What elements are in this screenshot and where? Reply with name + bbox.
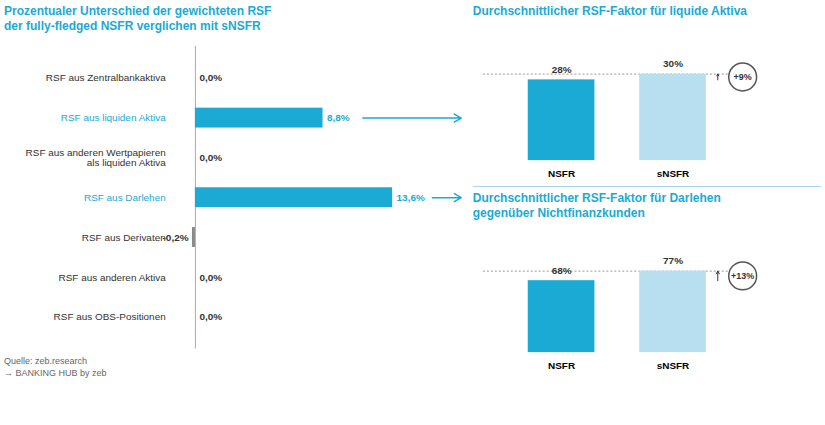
html-text:Durchschnittlicher RSF-Faktor: Durchschnittlicher RSF-Faktor für Darleh… bbox=[472, 191, 721, 221]
svg-text:sNSFR: sNSFR bbox=[656, 360, 689, 371]
html-text:Prozentualer Unterschied der g: Prozentualer Unterschied der gewichteten… bbox=[4, 4, 272, 33]
svg-text:NSFR: NSFR bbox=[548, 360, 575, 371]
svg-text:NSFR: NSFR bbox=[548, 168, 575, 179]
svg-text:8,8%: 8,8% bbox=[327, 112, 350, 123]
svg-text:RSF aus anderen Wertpapierenal: RSF aus anderen Wertpapierenals liquiden… bbox=[26, 147, 167, 168]
svg-text:RSF aus Zentralbankaktiva: RSF aus Zentralbankaktiva bbox=[46, 72, 166, 83]
svg-text:30%: 30% bbox=[663, 58, 683, 69]
svg-text:RSF aus OBS-Positionen: RSF aus OBS-Positionen bbox=[54, 311, 166, 322]
svg-text:RSF aus liquiden Aktiva: RSF aus liquiden Aktiva bbox=[61, 112, 166, 123]
svg-text:28%: 28% bbox=[551, 64, 571, 75]
svg-text:RSF aus Derivaten: RSF aus Derivaten bbox=[82, 232, 166, 243]
svg-text:sNSFR: sNSFR bbox=[656, 168, 689, 179]
svg-text:0,0%: 0,0% bbox=[199, 152, 222, 163]
html-text:Quelle: zeb.research → BANKING: Quelle: zeb.research → BANKING HUB by ze… bbox=[4, 356, 107, 379]
svg-text:RSF aus anderen Aktiva: RSF aus anderen Aktiva bbox=[59, 271, 167, 282]
svg-text:0,0%: 0,0% bbox=[199, 271, 222, 282]
svg-text:77%: 77% bbox=[663, 255, 683, 266]
svg-text:RSF aus Darlehen: RSF aus Darlehen bbox=[84, 192, 166, 203]
svg-text:0,0%: 0,0% bbox=[199, 72, 222, 83]
svg-text:-0,2%: -0,2% bbox=[163, 232, 189, 243]
svg-text:+13%: +13% bbox=[731, 271, 754, 281]
svg-text:+9%: +9% bbox=[733, 72, 751, 82]
svg-text:13,6%: 13,6% bbox=[397, 192, 425, 203]
svg-text:68%: 68% bbox=[551, 265, 571, 276]
html-text:Durchschnittlicher RSF-Faktor: Durchschnittlicher RSF-Faktor für liquid… bbox=[472, 4, 747, 18]
svg-text:0,0%: 0,0% bbox=[199, 311, 222, 322]
